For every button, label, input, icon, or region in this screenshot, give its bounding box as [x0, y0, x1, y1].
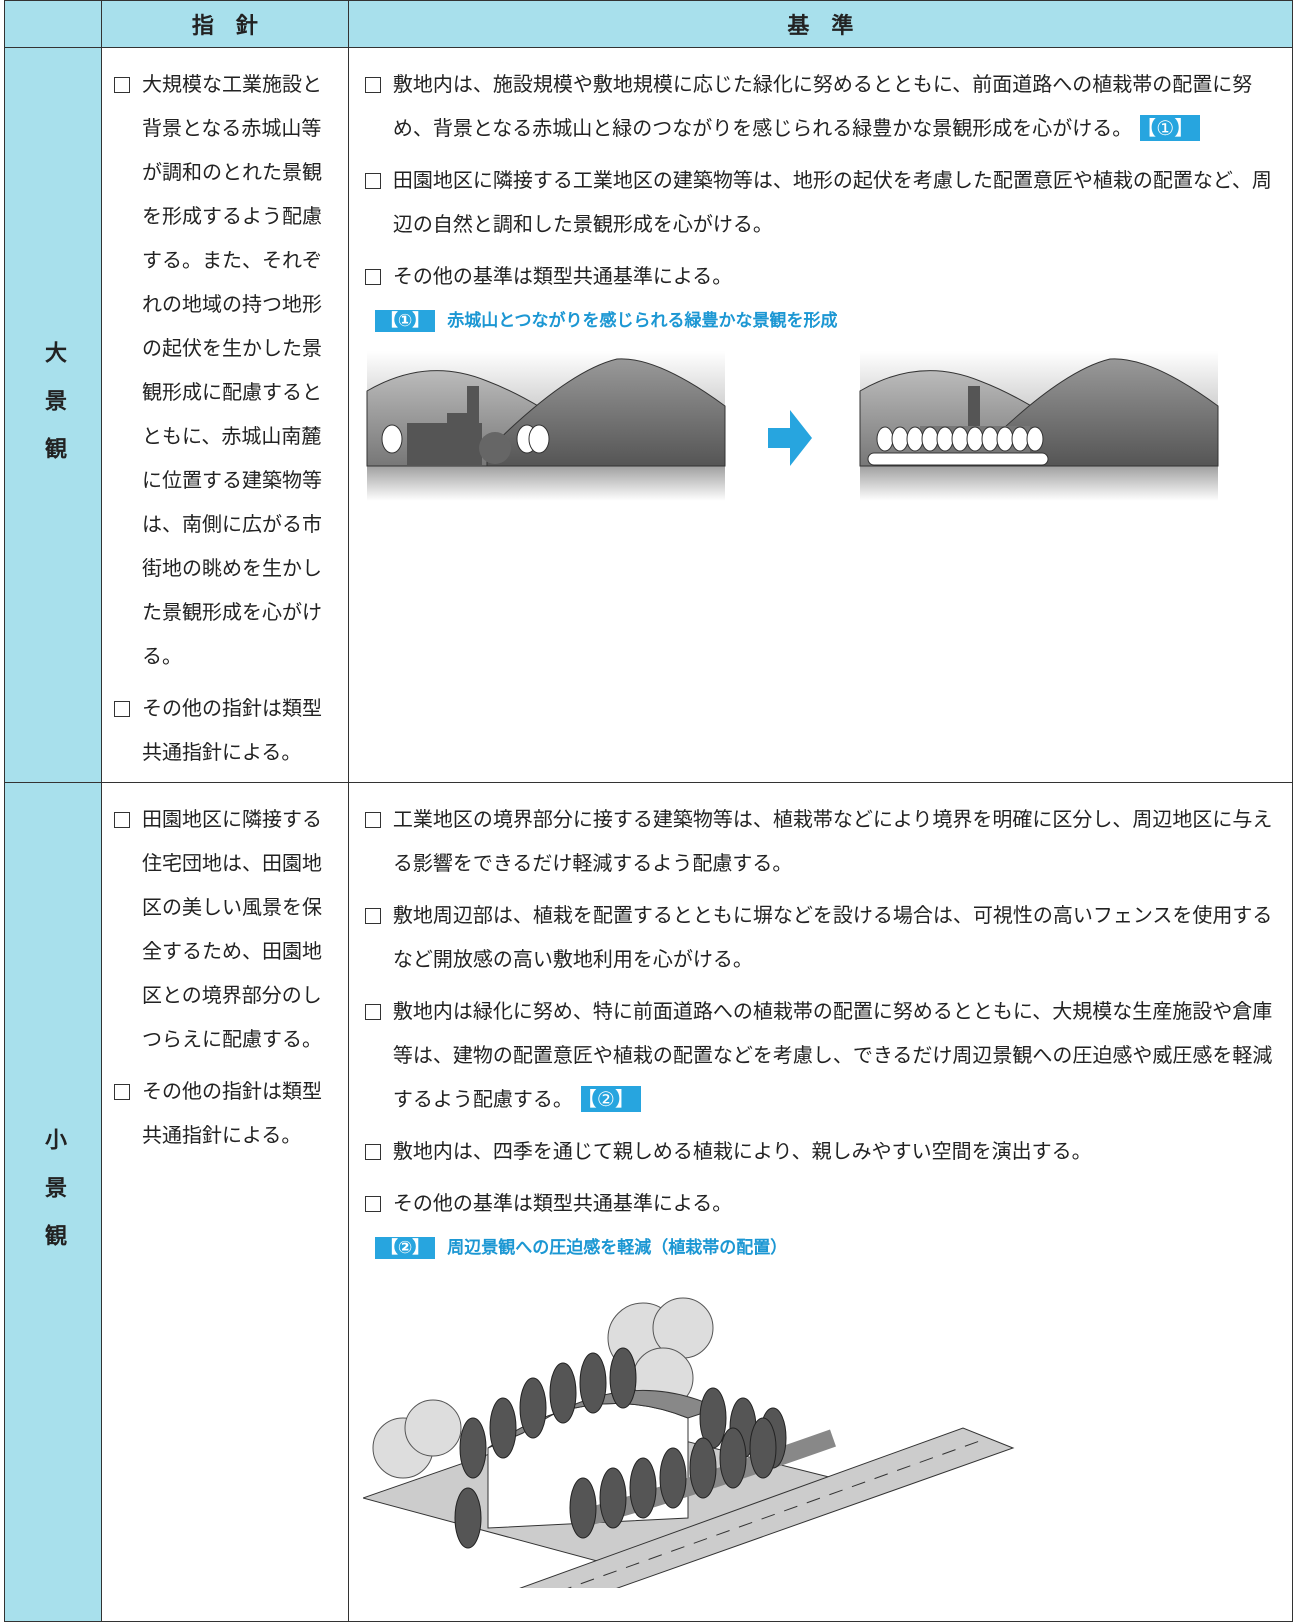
guideline-item: その他の指針は類型共通指針による。 — [112, 686, 326, 774]
figure-caption: 【①】 赤城山とつながりを感じられる緑豊かな景観を形成 — [374, 306, 1276, 332]
row: 小景観 田園地区に隣接する住宅団地は、田園地区の美しい風景を保全するため、田園地… — [4, 782, 1293, 1622]
guideline-cell: 大規模な工業施設と背景となる赤城山等が調和のとれた景観を形成するよう配慮する。ま… — [101, 47, 349, 783]
standard-item: 敷地内は緑化に努め、特に前面道路への植栽帯の配置に努めるとともに、大規模な生産施… — [363, 989, 1276, 1121]
standard-cell: 敷地内は、施設規模や敷地規模に応じた緑化に努めるとともに、前面道路への植栽帯の配… — [347, 47, 1293, 783]
guideline-item: その他の指針は類型共通指針による。 — [112, 1069, 326, 1157]
row-label: 大景観 — [41, 341, 66, 485]
standard-text: 敷地内は緑化に努め、特に前面道路への植栽帯の配置に努めるとともに、大規模な生産施… — [392, 999, 1273, 1111]
page: 指 針 基 準 大景観 大規模な工業施設と背景となる赤城山等が調和のとれた景観を… — [4, 0, 1293, 1622]
standard-item: 田園地区に隣接する工業地区の建築物等は、地形の起伏を考慮した配置意匠や植栽の配置… — [363, 158, 1276, 246]
figure-tag: 【②】 — [374, 1237, 436, 1259]
guideline-table: 指 針 基 準 大景観 大規模な工業施設と背景となる赤城山等が調和のとれた景観を… — [4, 0, 1293, 1622]
header-row: 指 針 基 準 — [4, 0, 1293, 48]
figure-caption: 【②】 周辺景観への圧迫感を軽減（植栽帯の配置） — [374, 1233, 1276, 1259]
standard-text: 敷地内は、施設規模や敷地規模に応じた緑化に努めるとともに、前面道路への植栽帯の配… — [392, 72, 1253, 140]
row-label-cell: 大景観 — [4, 47, 102, 783]
standard-cell: 工業地区の境界部分に接する建築物等は、植栽帯などにより境界を明確に区分し、周辺地… — [347, 782, 1293, 1622]
standard-item: その他の基準は類型共通基準による。 — [363, 1181, 1276, 1225]
guideline-item: 大規模な工業施設と背景となる赤城山等が調和のとれた景観を形成するよう配慮する。ま… — [112, 62, 326, 678]
caption-text: 周辺景観への圧迫感を軽減（植栽帯の配置） — [447, 1238, 788, 1258]
standard-item: 工業地区の境界部分に接する建築物等は、植栽帯などにより境界を明確に区分し、周辺地… — [363, 797, 1276, 885]
row-label-cell: 小景観 — [4, 782, 102, 1622]
corner-cell — [4, 0, 102, 48]
standard-item: 敷地内は、四季を通じて親しめる植栽により、親しみやすい空間を演出する。 — [363, 1129, 1276, 1173]
row: 大景観 大規模な工業施設と背景となる赤城山等が調和のとれた景観を形成するよう配慮… — [4, 47, 1293, 783]
header-standard: 基 準 — [347, 0, 1293, 48]
before-after-illustration — [366, 351, 1219, 501]
row-label: 小景観 — [41, 1128, 66, 1272]
guideline-item: 田園地区に隣接する住宅団地は、田園地区の美しい風景を保全するため、田園地区との境… — [112, 797, 326, 1061]
caption-text: 赤城山とつながりを感じられる緑豊かな景観を形成 — [447, 311, 838, 331]
header-guideline: 指 針 — [101, 0, 349, 48]
planting-illustration — [362, 1297, 1015, 1588]
figure-ref: 【①】 — [1140, 115, 1201, 141]
standard-item: 敷地内は、施設規模や敷地規模に応じた緑化に努めるとともに、前面道路への植栽帯の配… — [363, 62, 1276, 150]
standard-item: その他の基準は類型共通基準による。 — [363, 254, 1276, 298]
arrow — [767, 410, 812, 466]
guideline-cell: 田園地区に隣接する住宅団地は、田園地区の美しい風景を保全するため、田園地区との境… — [101, 782, 349, 1622]
standard-item: 敷地周辺部は、植栽を配置するとともに塀などを設ける場合は、可視性の高いフェンスを… — [363, 893, 1276, 981]
figure-tag: 【①】 — [374, 310, 436, 332]
figure-ref: 【②】 — [580, 1086, 641, 1112]
